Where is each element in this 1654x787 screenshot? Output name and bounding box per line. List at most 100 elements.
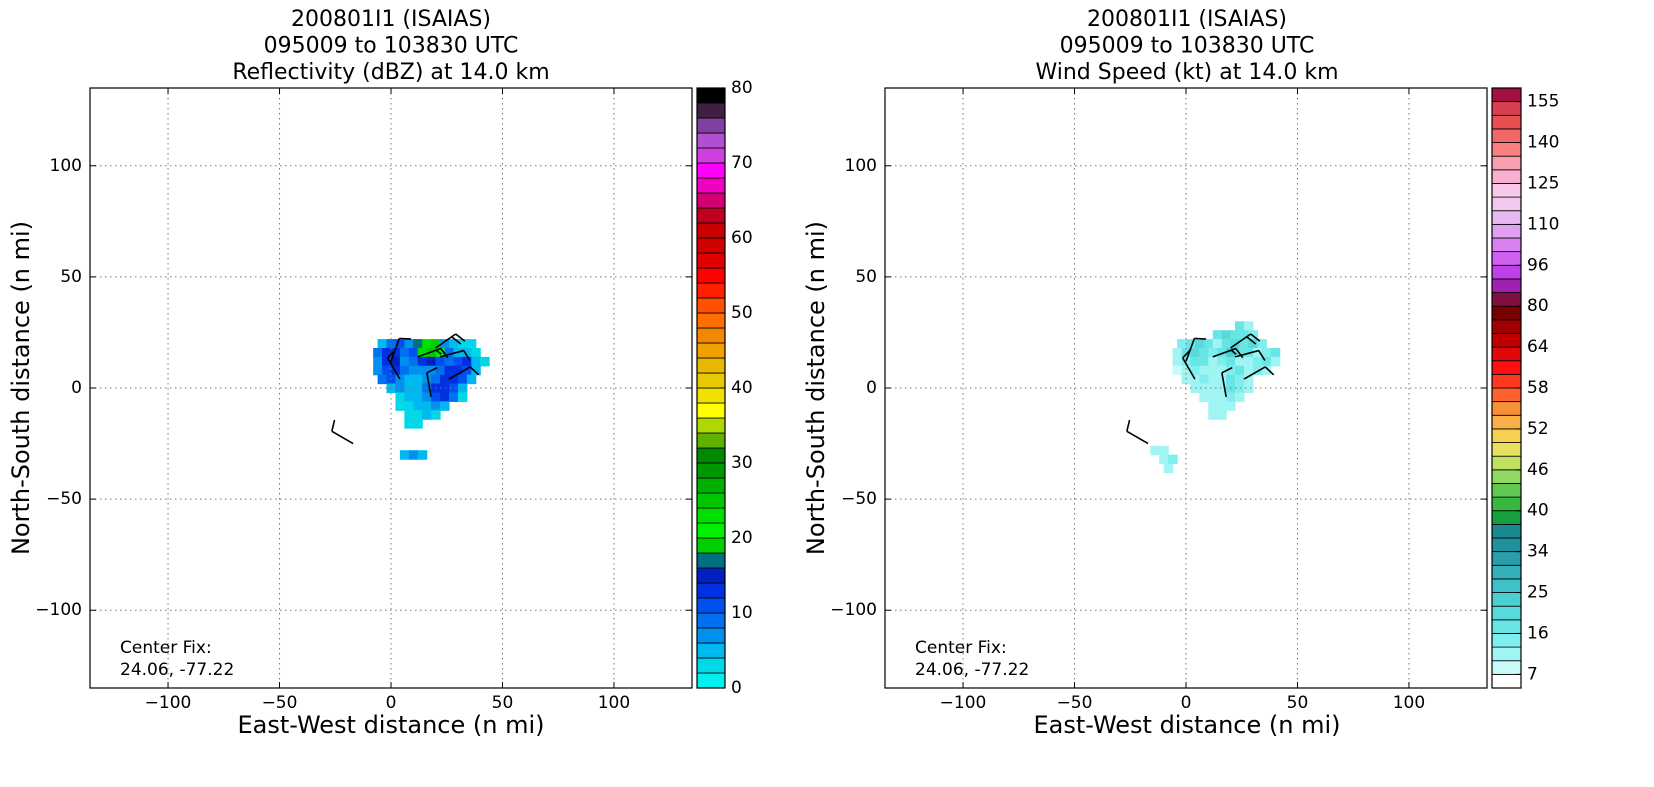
data-cell — [457, 339, 468, 349]
data-cell — [435, 356, 446, 367]
chart-title: Reflectivity (dBZ) at 14.0 km — [232, 60, 549, 85]
colorbar-segment — [696, 237, 726, 254]
data-cell — [377, 374, 388, 385]
colorbar-segment — [1491, 101, 1522, 116]
data-cell — [440, 392, 450, 402]
data-cell — [413, 383, 423, 394]
data-cell — [1208, 410, 1218, 420]
colorbar-segment — [696, 462, 726, 479]
data-cell — [1208, 374, 1218, 385]
data-cell — [404, 339, 414, 349]
colorbar-segment — [696, 402, 726, 419]
data-cell — [1199, 392, 1209, 402]
colorbar-segment — [1491, 496, 1522, 512]
data-cell — [1235, 321, 1245, 331]
data-cell — [382, 365, 392, 376]
data-cell — [1217, 374, 1227, 385]
wind-barb — [435, 333, 466, 349]
colorbar-tick-label: 7 — [1527, 664, 1538, 684]
colorbar-segment — [696, 357, 726, 374]
x-tick-label: 50 — [492, 693, 514, 713]
colorbar-tick-label: 125 — [1527, 173, 1559, 193]
data-cell — [413, 339, 423, 349]
colorbar-segment — [696, 432, 726, 449]
data-cell — [1252, 348, 1263, 358]
data-cell — [1208, 401, 1218, 411]
data-cell — [1235, 383, 1245, 394]
colorbar-tick-label: 110 — [1527, 214, 1559, 234]
data-cell — [373, 348, 383, 358]
data-cell — [1159, 454, 1169, 465]
data-cell — [440, 339, 450, 349]
colorbar-segment — [1491, 183, 1522, 198]
colorbar-segment — [696, 417, 726, 434]
data-cell — [1261, 365, 1272, 376]
chart-title: 095009 to 103830 UTC — [1060, 34, 1315, 59]
data-cell — [404, 410, 414, 420]
colorbar-segment — [696, 102, 726, 119]
colorbar-segment — [1491, 592, 1522, 607]
data-cell — [426, 356, 437, 367]
colorbar-segment — [1491, 414, 1522, 430]
y-axis-label: North-South distance (n mi) — [7, 221, 35, 555]
colorbar-tick-label: 40 — [1527, 501, 1549, 521]
x-tick-label: 50 — [1287, 693, 1309, 713]
data-cell — [448, 374, 459, 385]
colorbar-segment — [696, 147, 726, 164]
colorbar-segment — [1491, 646, 1522, 662]
data-cell — [1199, 374, 1209, 385]
colorbar-segment — [1491, 469, 1522, 484]
colorbar-segment — [1491, 251, 1522, 266]
data-cell — [417, 365, 428, 376]
data-cell — [395, 339, 405, 349]
colorbar-tick-label: 40 — [731, 378, 753, 398]
colorbar-tick-label: 80 — [731, 78, 753, 98]
data-cell — [1177, 339, 1187, 349]
data-cell — [471, 348, 481, 358]
data-cell — [1243, 356, 1254, 367]
data-cell — [404, 374, 414, 385]
y-tick-label: −50 — [841, 489, 877, 509]
data-cell — [373, 365, 383, 376]
colorbar-segment — [696, 552, 726, 569]
data-cell — [1150, 445, 1160, 456]
colorbar-segment — [1491, 169, 1522, 184]
colorbar-segment — [696, 672, 726, 689]
colorbar-segment — [696, 342, 726, 359]
y-tick-label: 0 — [71, 378, 82, 398]
colorbar-segment — [696, 252, 726, 269]
colorbar-segment — [1491, 619, 1522, 634]
data-cell — [1208, 365, 1218, 376]
data-cell — [448, 383, 459, 394]
data-cell — [462, 348, 472, 358]
echo-field — [373, 339, 490, 460]
colorbar-segment — [696, 282, 726, 299]
data-cell — [413, 392, 423, 402]
data-cell — [422, 392, 432, 402]
data-cell — [1212, 330, 1223, 340]
colorbar-tick-label: 10 — [731, 603, 753, 623]
data-cell — [1199, 356, 1209, 367]
data-cell — [462, 365, 472, 376]
colorbar-tick-label: 16 — [1527, 623, 1549, 643]
data-cell — [417, 348, 428, 358]
colorbar-segment — [696, 492, 726, 509]
colorbar-segment — [696, 477, 726, 494]
data-cell — [1212, 339, 1223, 349]
wind-barbs — [331, 333, 480, 445]
wind-barb — [390, 337, 412, 362]
wind-barb — [1243, 366, 1275, 380]
data-cell — [1186, 339, 1196, 349]
data-cell — [1243, 365, 1254, 376]
data-cell — [1190, 365, 1200, 376]
y-tick-label: 100 — [845, 156, 877, 176]
data-cell — [462, 356, 472, 367]
y-tick-label: −100 — [830, 600, 877, 620]
data-cell — [1172, 365, 1183, 376]
colorbar-segment — [1491, 114, 1522, 130]
data-cell — [1226, 392, 1236, 402]
data-cell — [1226, 401, 1236, 411]
colorbar-tick-label: 64 — [1527, 337, 1549, 357]
